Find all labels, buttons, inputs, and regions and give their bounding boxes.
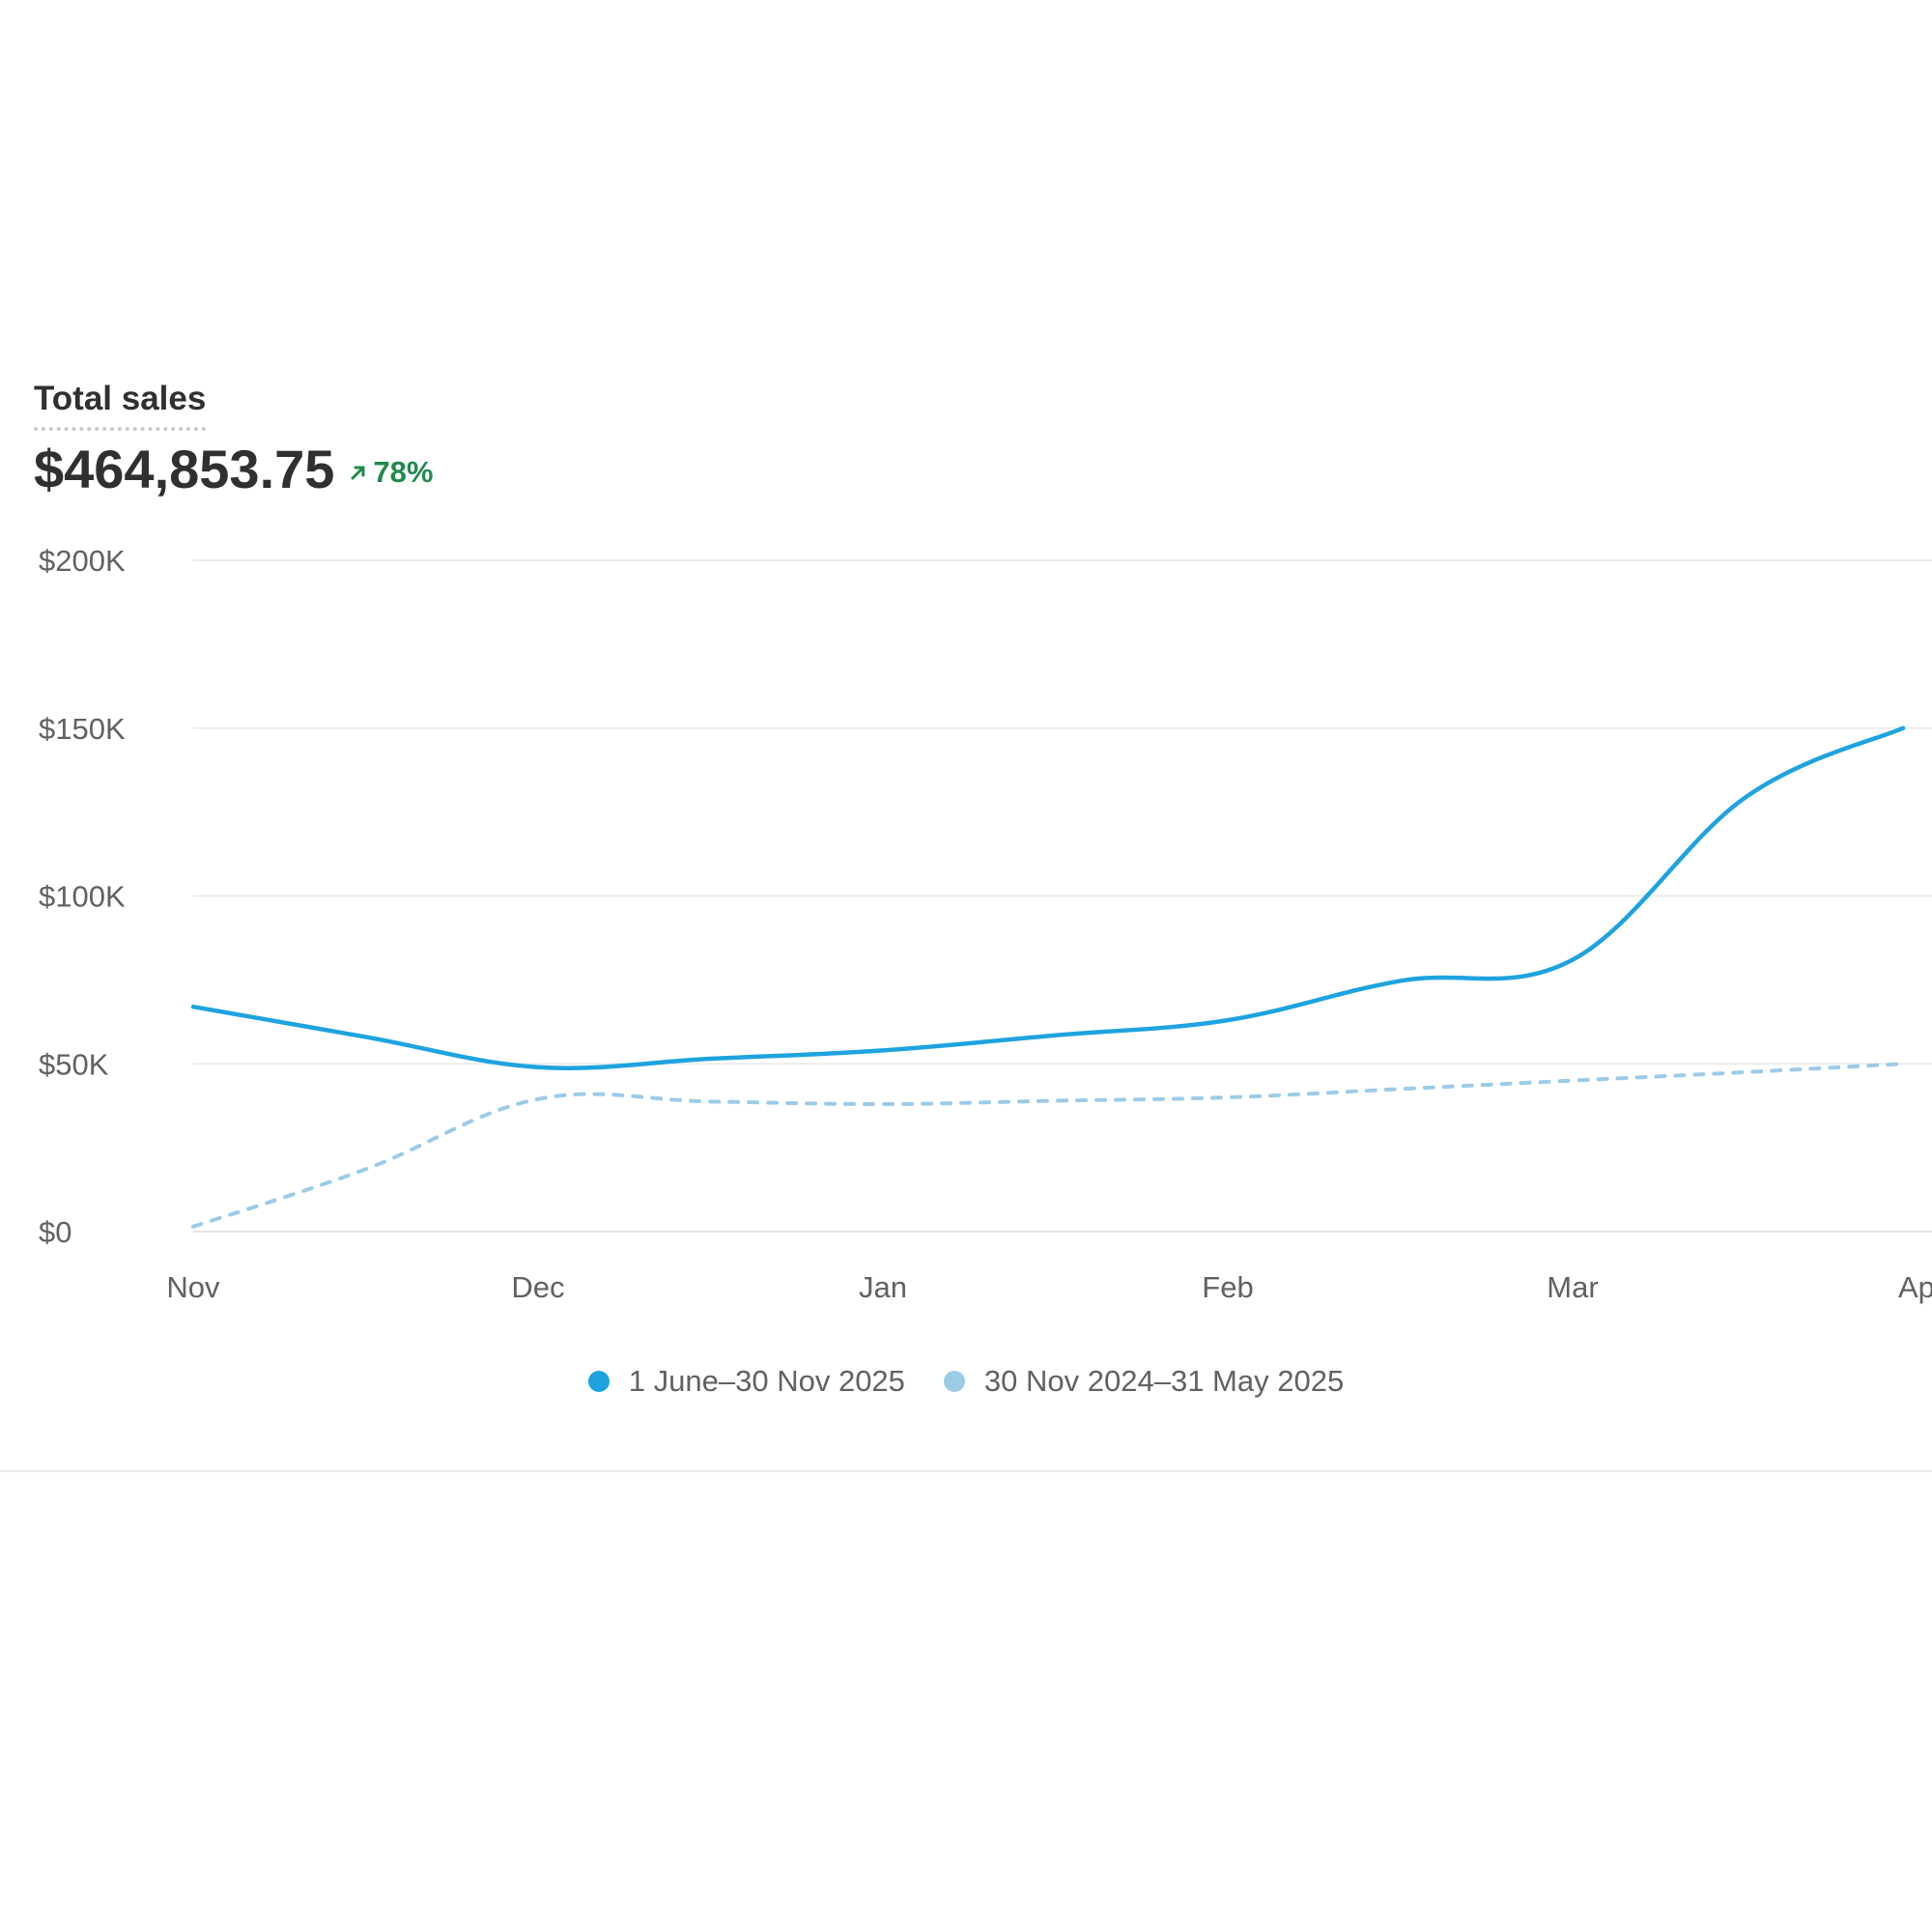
metric-label[interactable]: Total sales [34,379,207,431]
x-tick-label: Jan [859,1270,907,1304]
y-tick-label: $150K [39,712,126,746]
legend-item-previous[interactable]: 30 Nov 2024–31 May 2025 [943,1364,1345,1399]
x-tick-label: Nov [166,1270,220,1304]
x-tick-label: Dec [511,1270,564,1304]
card-divider [0,1470,1932,1472]
x-tick-label: Mar [1547,1270,1598,1304]
series-line-current[interactable] [190,725,1906,1070]
y-tick-label: $50K [39,1047,109,1081]
chart-legend: 1 June–30 Nov 2025 30 Nov 2024–31 May 20… [0,1364,1932,1399]
x-tick-label: Ap [1898,1270,1932,1304]
series-line-previous[interactable] [191,1062,1905,1229]
y-axis-ticks: $0 $50K $100K $150K $200K [39,544,126,1249]
legend-dot-icon [587,1371,610,1392]
x-axis-ticks: Nov Dec Jan Feb Mar Ap [166,1270,1932,1304]
chart-grid [193,559,1932,1233]
legend-label: 30 Nov 2024–31 May 2025 [983,1364,1345,1398]
legend-dot-icon [943,1371,965,1392]
legend-item-current[interactable]: 1 June–30 Nov 2025 [587,1364,905,1399]
legend-label: 1 June–30 Nov 2025 [628,1364,905,1398]
metric-value: $464,853.75 [34,439,335,499]
metric-row: $464,853.75 78% [34,437,433,501]
trend-badge: 78% [350,455,433,490]
sales-line-chart: $0 $50K $100K $150K $200K Nov Dec Jan Feb Mar Ap [39,544,1932,1304]
y-tick-label: $200K [39,544,126,578]
x-tick-label: Feb [1202,1270,1253,1304]
y-tick-label: $100K [39,880,126,914]
y-tick-label: $0 [39,1215,71,1249]
arrow-up-right-icon [351,466,365,480]
trend-value: 78% [373,454,434,489]
chart-series[interactable] [190,725,1906,1229]
